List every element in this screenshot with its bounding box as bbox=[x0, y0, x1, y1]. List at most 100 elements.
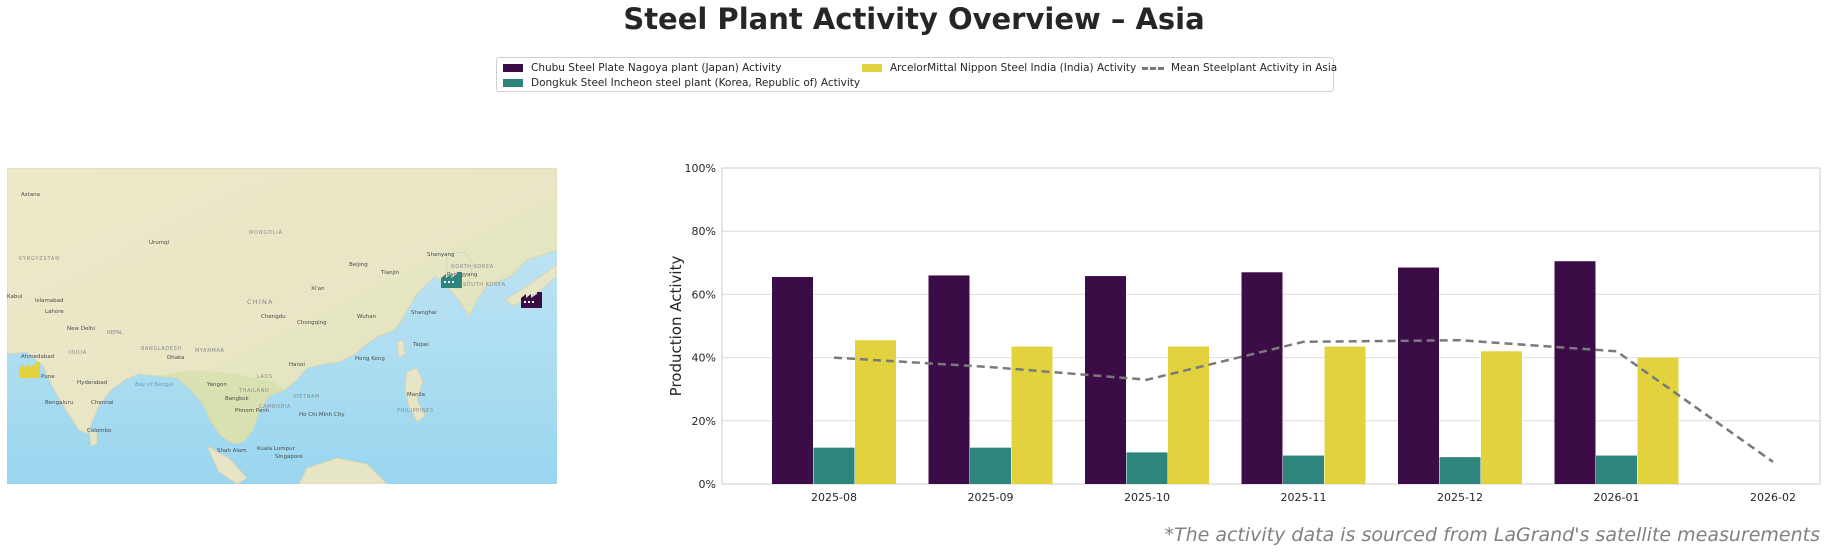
grid bbox=[722, 167, 1820, 485]
x-tick-label: 2026-01 bbox=[1594, 491, 1640, 504]
y-tick-label: 60% bbox=[692, 288, 716, 301]
legend-label: Mean Steelplant Activity in Asia bbox=[1171, 62, 1338, 74]
bar-dongkuk bbox=[1596, 455, 1637, 484]
legend-dashed-line bbox=[1142, 66, 1164, 70]
mean-line-path bbox=[833, 338, 1774, 463]
map-label: NORTH KOREA bbox=[451, 264, 494, 270]
map-label: Beijing bbox=[349, 262, 368, 268]
map-label: LAOS bbox=[257, 374, 273, 380]
legend-swatch bbox=[862, 64, 882, 72]
x-tick-labels: 2025-08 2025-09 2025-10 2025-11 2025-12 2026-… bbox=[811, 491, 1796, 504]
map-label: Astana bbox=[21, 192, 40, 198]
map-label: Ho Chi Minh City bbox=[299, 412, 345, 418]
legend-label: ArcelorMittal Nippon Steel India (India)… bbox=[890, 62, 1137, 74]
y-axis-label: Production Activity bbox=[667, 256, 685, 397]
plot-frame bbox=[721, 167, 1821, 485]
legend-swatch bbox=[503, 79, 523, 87]
x-tick-label: 2025-11 bbox=[1281, 491, 1327, 504]
map-label: CAMBODIA bbox=[259, 404, 291, 410]
bar-arcelormittal bbox=[855, 340, 896, 484]
legend-swatch bbox=[503, 64, 523, 72]
mean-line bbox=[833, 338, 1774, 463]
map-label: Urumqi bbox=[149, 240, 170, 246]
factory-icon bbox=[441, 272, 462, 288]
bars bbox=[772, 261, 1679, 484]
map-label: Taipei bbox=[412, 342, 429, 348]
bar-arcelormittal bbox=[1324, 346, 1366, 484]
map-label: Phnom Penh bbox=[235, 408, 270, 414]
bar-chubu bbox=[1554, 261, 1596, 484]
factory-icon bbox=[19, 362, 40, 378]
x-tick-label: 2025-12 bbox=[1437, 491, 1483, 504]
map-label: Singapore bbox=[275, 454, 303, 460]
bar-dongkuk bbox=[1126, 452, 1168, 484]
bar-dongkuk bbox=[1283, 455, 1324, 484]
y-tick-label: 40% bbox=[692, 352, 716, 365]
legend-item-mean: Mean Steelplant Activity in Asia bbox=[1142, 62, 1337, 74]
map-label: SOUTH KOREA bbox=[463, 282, 506, 288]
map-label: Hyderabad bbox=[77, 380, 107, 386]
legend-item-arcelormittal: ArcelorMittal Nippon Steel India (India)… bbox=[862, 62, 1136, 74]
map-label: Wuhan bbox=[357, 314, 377, 320]
bar-arcelormittal bbox=[1011, 346, 1053, 484]
taiwan-island bbox=[396, 339, 406, 359]
legend-item-chubu: Chubu Steel Plate Nagoya plant (Japan) A… bbox=[503, 62, 781, 74]
factory-icon bbox=[521, 292, 542, 308]
map-label: Shenyang bbox=[427, 252, 454, 258]
map-label: VIETNAM bbox=[293, 394, 320, 400]
map-label: Pyongyang bbox=[447, 272, 478, 278]
y-tick-label: 80% bbox=[692, 225, 716, 238]
x-tick-label: 2025-08 bbox=[811, 491, 857, 504]
map-label: Bangkok bbox=[225, 396, 249, 402]
map-label: PHILIPPINES bbox=[397, 408, 434, 414]
legend-label: Dongkuk Steel Incheon steel plant (Korea… bbox=[531, 77, 861, 89]
bar-chubu bbox=[772, 277, 813, 484]
map-label: Yangon bbox=[206, 382, 227, 388]
map-label: Manila bbox=[407, 392, 425, 398]
map-label: MYANMAR bbox=[195, 348, 225, 354]
y-tick-label: 0% bbox=[699, 478, 716, 491]
bar-chubu bbox=[1085, 276, 1126, 484]
bar-dongkuk bbox=[813, 447, 855, 484]
map-label: BANGLADESH bbox=[141, 346, 182, 352]
map-label: Chennai bbox=[91, 400, 114, 406]
land-green-south bbox=[157, 370, 285, 444]
sri-lanka-island bbox=[88, 429, 98, 447]
bar-dongkuk bbox=[1439, 457, 1481, 484]
map-label: NEPAL bbox=[107, 330, 123, 336]
map-label: Chengdu bbox=[261, 314, 286, 320]
map-label: Bengaluru bbox=[45, 400, 73, 406]
marker-arcelormittal bbox=[19, 362, 40, 378]
philippines-islands bbox=[404, 367, 426, 423]
map-label: CHINA bbox=[247, 298, 274, 306]
map-label: Ahmedabad bbox=[21, 354, 54, 360]
footnote: *The activity data is sourced from LaGra… bbox=[1164, 524, 1820, 546]
map-label: MONGOLIA bbox=[249, 230, 283, 236]
map-labels: Astana KYRGYZSTAN Urumqi MONGOLIA Kabul … bbox=[7, 192, 506, 460]
asia-map: Astana KYRGYZSTAN Urumqi MONGOLIA Kabul … bbox=[7, 168, 557, 484]
map-label: Chongqing bbox=[297, 320, 327, 326]
map-label: KYRGYZSTAN bbox=[19, 256, 60, 262]
map-label: Hanoi bbox=[289, 362, 305, 368]
marker-chubu bbox=[521, 292, 542, 308]
bar-dongkuk bbox=[970, 447, 1011, 484]
marker-dongkuk bbox=[441, 272, 462, 288]
map-label: Colombo bbox=[87, 428, 112, 434]
bar-chubu bbox=[928, 275, 970, 484]
legend: Chubu Steel Plate Nagoya plant (Japan) A… bbox=[496, 57, 1337, 92]
sumatra-coast bbox=[206, 445, 248, 484]
y-tick-label: 100% bbox=[685, 162, 716, 175]
x-tick-label: 2025-09 bbox=[968, 491, 1014, 504]
x-tick-label: 2025-10 bbox=[1124, 491, 1170, 504]
map-label: INDIA bbox=[69, 350, 87, 356]
map-label: Hong Kong bbox=[355, 356, 385, 362]
map-label: Islamabad bbox=[35, 298, 63, 304]
map-label: Bay of Bengal bbox=[135, 382, 174, 388]
map-label: Lahore bbox=[45, 309, 64, 315]
bar-chubu bbox=[1398, 267, 1439, 484]
legend-label: Chubu Steel Plate Nagoya plant (Japan) A… bbox=[531, 62, 782, 74]
bar-arcelormittal bbox=[1168, 346, 1209, 484]
map-label: Kuala Lumpur bbox=[257, 446, 296, 452]
map-label: THAILAND bbox=[238, 388, 269, 394]
chart-title: Steel Plant Activity Overview – Asia bbox=[623, 2, 1205, 36]
